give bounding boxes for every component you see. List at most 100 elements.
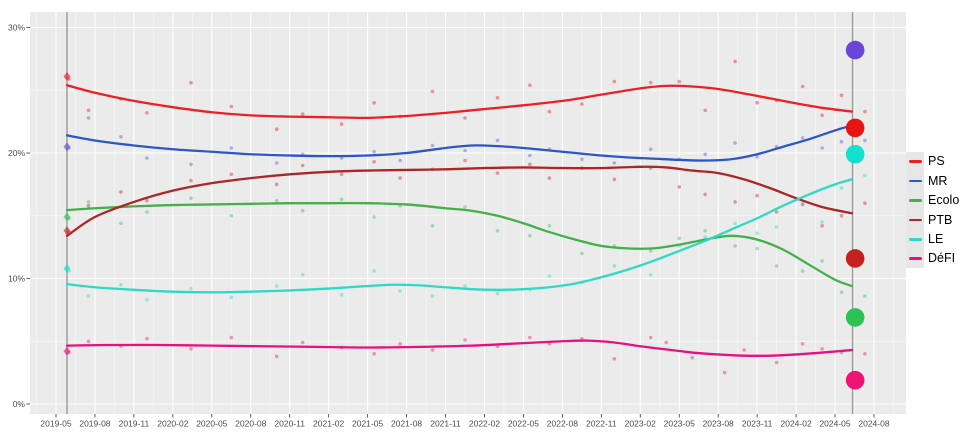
x-tick-label: 2022-11: [586, 418, 617, 428]
poll-point: [300, 208, 305, 213]
x-tick-label: 2020-02: [157, 418, 188, 428]
poll-point: [547, 274, 552, 278]
poll-point: [820, 259, 824, 263]
poll-point: [372, 215, 376, 219]
poll-point: [774, 225, 779, 229]
poll-point: [648, 147, 653, 151]
poll-point: [495, 96, 500, 100]
poll-point: [863, 201, 867, 205]
poll-point: [755, 231, 759, 236]
poll-point: [774, 360, 779, 365]
poll-point: [733, 59, 737, 64]
y-axis: 0% 10% 20% 30%: [8, 23, 30, 409]
poll-point: [189, 80, 193, 85]
poll-point: [430, 348, 435, 352]
poll-point: [839, 93, 844, 98]
y-tick-label: 10%: [8, 274, 25, 284]
poll-point: [800, 84, 805, 89]
poll-point: [820, 224, 824, 228]
poll-point: [722, 370, 727, 375]
poll-point: [677, 185, 681, 189]
poll-point: [774, 210, 779, 214]
poll-point: [733, 221, 737, 226]
x-tick-label: 2024-02: [780, 418, 811, 428]
x-tick-label: 2021-05: [352, 418, 383, 428]
poll-point: [300, 272, 305, 277]
poll-point: [495, 291, 500, 296]
poll-point: [755, 246, 759, 251]
legend-label: MR: [928, 173, 948, 188]
poll-point: [398, 158, 402, 163]
poll-point: [677, 236, 681, 241]
poll-point: [119, 190, 123, 194]
poll-point: [86, 294, 91, 298]
poll-point: [800, 269, 805, 273]
poll-point: [528, 83, 532, 87]
legend-item-mr: MR: [906, 171, 959, 191]
poll-point: [774, 264, 779, 268]
poll-point: [119, 221, 123, 226]
y-tick-label: 0%: [13, 399, 26, 409]
poll-point: [145, 156, 149, 160]
poll-point: [839, 139, 844, 144]
y-tick-label: 20%: [8, 148, 25, 158]
poll-point: [800, 202, 805, 207]
poll-point: [703, 152, 707, 157]
poll-point: [229, 104, 234, 109]
legend-item-le: LE: [906, 229, 959, 249]
poll-point: [528, 153, 532, 158]
trend-line-mr: [65, 124, 854, 162]
poll-point: [820, 347, 824, 351]
poll-point: [703, 192, 707, 197]
legend-item-ecolo: Ecolo: [906, 190, 959, 211]
result-2024-dot-mr: [845, 40, 865, 60]
poll-point: [580, 251, 584, 256]
poll-point: [820, 220, 824, 224]
poll-point: [300, 163, 305, 168]
poll-point: [495, 229, 500, 233]
legend-key-mr: [906, 171, 924, 191]
result-2019-diamond-ps: [63, 71, 71, 81]
poll-point: [430, 224, 435, 228]
poll-point: [580, 157, 584, 162]
poll-points-mr: [67, 116, 867, 167]
poll-point: [119, 283, 123, 287]
poll-point: [463, 338, 467, 342]
poll-point: [398, 342, 402, 346]
poll-point: [229, 172, 234, 177]
x-tick-label: 2020-08: [235, 418, 266, 428]
legend-line-swatch: [908, 199, 922, 202]
legend-key-ps: [906, 152, 924, 172]
poll-point: [339, 197, 344, 202]
poll-point: [528, 335, 532, 340]
poll-point: [430, 143, 435, 148]
result-2024-dot-ptb: [845, 249, 865, 268]
poll-point: [145, 210, 149, 214]
poll-point: [495, 138, 500, 143]
x-tick-label: 2022-05: [508, 418, 539, 428]
result-2019-diamond-le: [63, 263, 71, 273]
poll-point: [274, 198, 279, 203]
poll-point: [547, 176, 552, 180]
poll-point: [839, 186, 844, 190]
poll-point: [733, 244, 737, 248]
poll-point: [733, 141, 737, 145]
poll-point: [463, 148, 467, 153]
poll-point: [86, 203, 91, 208]
result-2019-diamond-defi: [63, 346, 71, 356]
legend-line-swatch: [908, 257, 922, 260]
poll-point: [733, 200, 737, 204]
poll-point: [839, 290, 844, 295]
poll-point: [189, 162, 193, 167]
legend-key-ecolo: [906, 190, 924, 211]
legend-label: LE: [928, 232, 944, 246]
legend-key-defi: [906, 248, 924, 269]
legend-line-swatch: [908, 160, 922, 163]
legend-key-le: [906, 229, 924, 249]
y-tick-label: 30%: [8, 23, 25, 33]
legend-line-swatch: [908, 218, 922, 222]
trend-line-ps: [65, 84, 854, 120]
poll-point: [372, 101, 376, 105]
